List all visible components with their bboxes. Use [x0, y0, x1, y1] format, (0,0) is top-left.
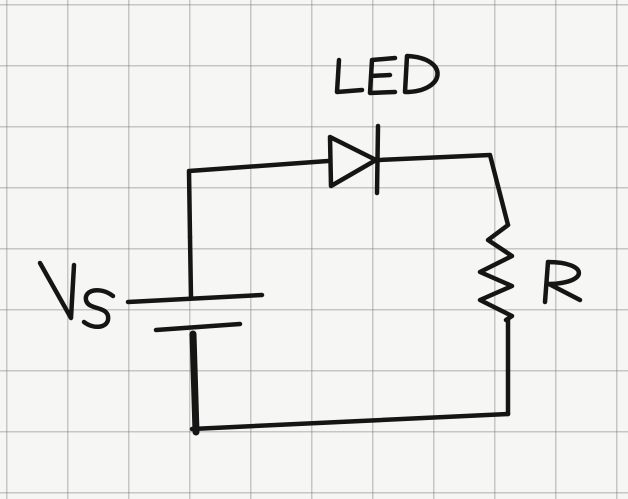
resistor-symbol [477, 222, 515, 323]
top-wire-left [186, 158, 331, 240]
top-wire-right [375, 152, 511, 228]
bottom-wire [189, 411, 511, 432]
led-diode-symbol [327, 123, 381, 196]
source-label [37, 260, 116, 330]
led-label [334, 53, 440, 96]
battery-symbol [125, 292, 265, 333]
left-wire-lower [189, 330, 200, 436]
left-wire-upper [187, 234, 194, 301]
resistor-label [542, 259, 583, 305]
